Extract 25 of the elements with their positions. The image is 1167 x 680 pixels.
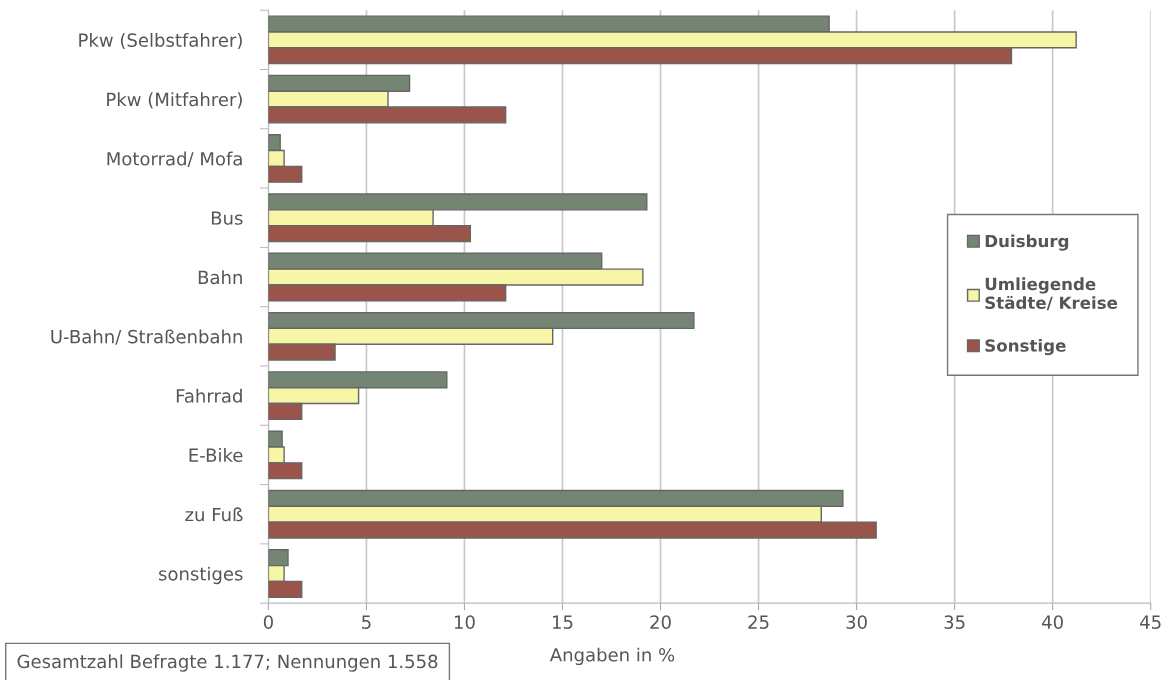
text: Gesamtzahl Befragte 1.177; Nennungen 1.558	[17, 654, 438, 672]
y-tick-label: U-Bahn/ Straßenbahn	[51, 329, 242, 345]
x-tick-label: 0	[263, 615, 273, 629]
x-tick-label: 35	[944, 615, 965, 629]
y-tick-label: Bahn	[198, 270, 242, 285]
y-tick-label: Pkw (Mitfahrer)	[107, 92, 242, 109]
x-tick-label: 15	[552, 615, 573, 629]
y-tick-label: Motorrad/ Mofa	[107, 151, 242, 167]
x-tick-label: 10	[454, 615, 475, 629]
y-tick-label: Bus	[211, 211, 243, 225]
x-tick-label: 45	[1140, 615, 1161, 629]
y-tick-label: Pkw (Selbstfahrer)	[79, 32, 242, 50]
y-tick-label: sonstiges	[159, 566, 243, 585]
x-tick-label: 20	[650, 615, 671, 629]
legend-label: Sonstige	[985, 338, 1066, 356]
x-tick-label: 40	[1042, 615, 1063, 629]
y-tick-label: zu Fuß	[185, 507, 243, 522]
x-tick-label: 25	[748, 615, 769, 629]
x-tick-label: 5	[362, 615, 371, 629]
y-tick-label: Fahrrad	[176, 388, 242, 403]
x-tick-label: 30	[846, 615, 867, 629]
y-tick-label: E-Bike	[189, 448, 243, 463]
x-axis-title: Angaben in %	[549, 647, 675, 666]
legend-label: Duisburg	[985, 234, 1069, 251]
legend-label: Umliegende Städte/ Kreise	[985, 277, 1118, 311]
